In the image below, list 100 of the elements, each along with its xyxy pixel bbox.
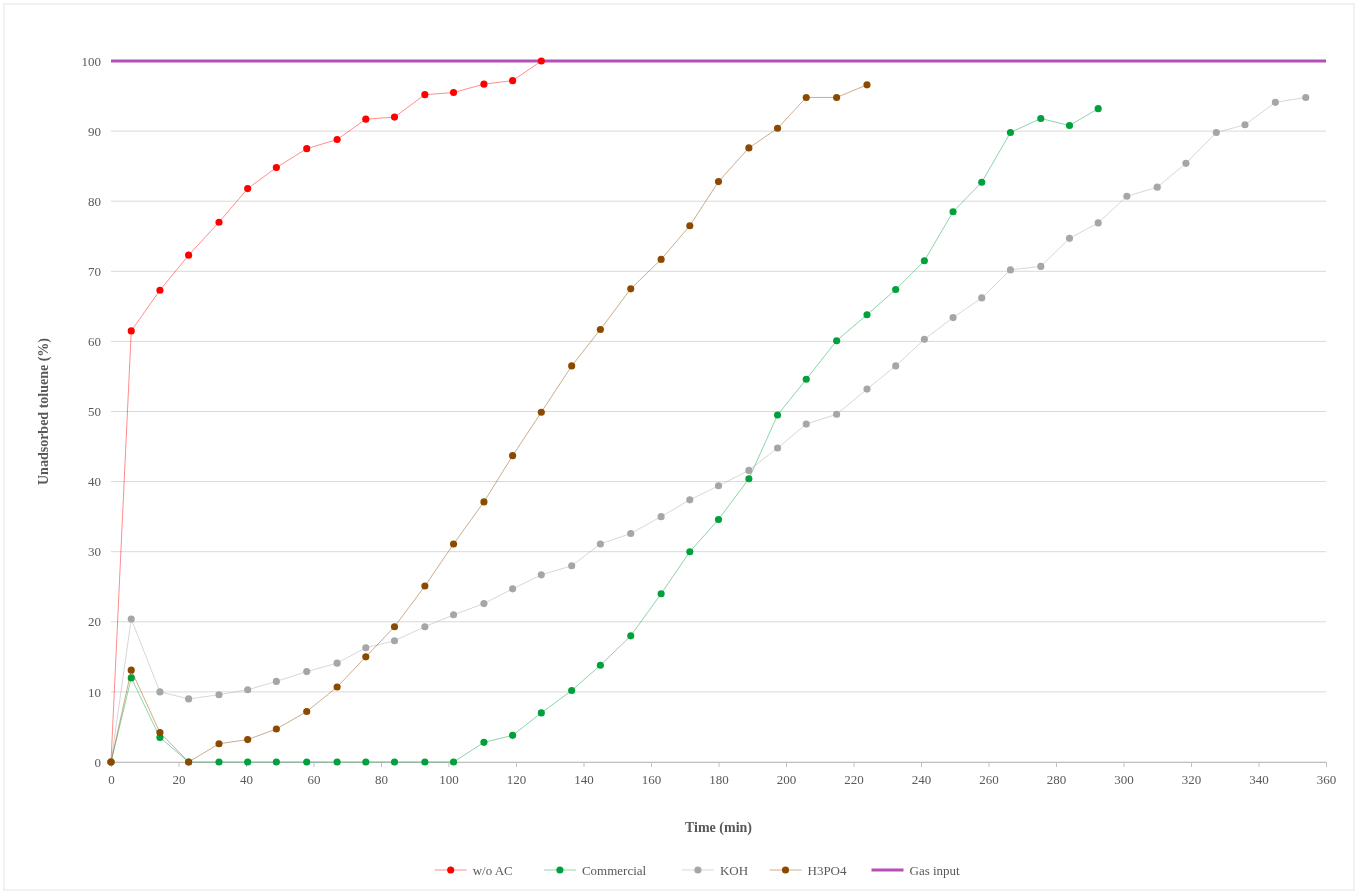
point xyxy=(390,113,399,121)
point xyxy=(863,81,871,89)
point xyxy=(215,758,223,766)
point xyxy=(244,185,252,193)
point xyxy=(390,637,399,645)
point xyxy=(362,644,370,652)
point xyxy=(1065,234,1074,242)
y-tick-label: 40 xyxy=(88,474,101,490)
y-tick-label: 70 xyxy=(88,263,101,279)
point xyxy=(920,335,928,343)
legend-label: Gas input xyxy=(909,862,961,878)
y-tick-label: 90 xyxy=(88,123,101,139)
point xyxy=(480,738,488,746)
x-tick-label: 180 xyxy=(709,772,729,788)
point xyxy=(509,731,517,739)
point xyxy=(568,562,576,570)
point xyxy=(215,740,223,748)
point xyxy=(1182,159,1190,167)
point xyxy=(568,362,576,370)
point xyxy=(127,666,135,674)
point xyxy=(449,758,458,766)
point xyxy=(362,653,370,661)
x-axis-title: Time (min) xyxy=(684,820,753,836)
y-tick-label: 100 xyxy=(81,53,101,69)
point xyxy=(272,758,280,766)
point xyxy=(1302,93,1310,102)
point xyxy=(1094,105,1102,113)
point xyxy=(833,410,841,418)
point xyxy=(272,163,280,172)
point xyxy=(421,758,429,766)
point xyxy=(127,327,135,335)
y-tick-label: 0 xyxy=(94,754,101,770)
point xyxy=(745,144,753,152)
point xyxy=(333,683,341,691)
point xyxy=(362,758,370,766)
point xyxy=(596,540,604,548)
point xyxy=(333,659,341,667)
point xyxy=(185,251,193,259)
y-tick-label: 50 xyxy=(88,404,101,420)
point xyxy=(449,88,458,97)
y-tick-label: 30 xyxy=(88,544,101,560)
point xyxy=(421,91,429,99)
x-tick-label: 360 xyxy=(1316,772,1337,788)
point xyxy=(272,677,280,685)
point xyxy=(892,362,900,370)
point xyxy=(421,582,429,590)
point xyxy=(1006,266,1015,274)
point xyxy=(686,496,694,504)
point xyxy=(156,688,164,696)
point xyxy=(1037,262,1045,270)
y-tick-label: 10 xyxy=(88,684,101,700)
point xyxy=(156,286,164,294)
point xyxy=(509,452,517,460)
point xyxy=(833,337,841,345)
y-tick-label: 60 xyxy=(88,334,101,350)
point xyxy=(627,632,635,640)
point xyxy=(773,444,782,452)
point xyxy=(714,178,723,186)
x-tick-label: 0 xyxy=(108,772,115,788)
point xyxy=(156,729,164,737)
point xyxy=(863,385,871,393)
point xyxy=(627,529,635,538)
point xyxy=(480,80,488,88)
point xyxy=(596,325,604,334)
point xyxy=(833,93,841,102)
point xyxy=(1065,121,1074,130)
point xyxy=(1212,128,1220,137)
x-tick-label: 300 xyxy=(1114,772,1134,788)
point xyxy=(449,540,458,548)
point xyxy=(244,758,252,766)
point xyxy=(215,218,223,226)
legend-label: Commercial xyxy=(581,862,647,878)
x-tick-label: 340 xyxy=(1249,772,1269,788)
x-tick-label: 140 xyxy=(574,772,594,788)
x-tick-label: 220 xyxy=(844,772,864,788)
point xyxy=(920,257,928,265)
point xyxy=(657,590,665,598)
y-axis-title: Unadsorbed toluene (%) xyxy=(36,337,52,486)
point xyxy=(596,661,604,669)
point xyxy=(537,408,545,416)
point xyxy=(480,600,488,608)
point xyxy=(303,145,311,153)
point xyxy=(333,758,341,766)
point xyxy=(657,513,665,521)
point xyxy=(1153,183,1161,191)
point xyxy=(509,585,517,593)
point xyxy=(949,314,957,322)
point xyxy=(627,285,635,293)
point xyxy=(863,311,871,319)
point xyxy=(480,498,488,506)
x-tick-label: 20 xyxy=(172,772,186,788)
point xyxy=(215,691,223,699)
point xyxy=(1123,192,1131,200)
point xyxy=(1241,121,1249,129)
x-tick-label: 160 xyxy=(641,772,662,788)
point xyxy=(509,77,517,85)
point xyxy=(362,115,370,123)
x-tick-label: 240 xyxy=(911,772,932,788)
x-tick-label: 120 xyxy=(506,772,527,788)
point xyxy=(1271,98,1279,106)
